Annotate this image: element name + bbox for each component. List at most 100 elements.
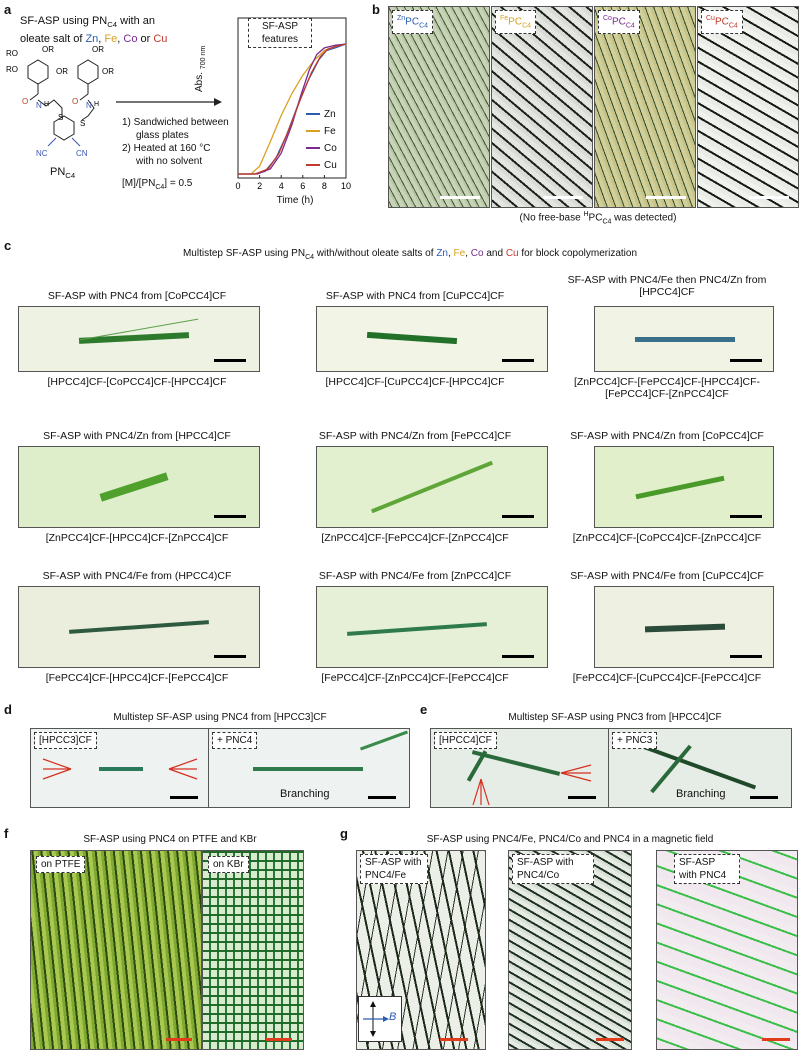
x-tick-label: 4 bbox=[279, 181, 284, 191]
scale-bar bbox=[730, 359, 762, 362]
ratio-text: [M]/[PNC4] = 0.5 bbox=[122, 178, 193, 191]
cell-title: SF-ASP with PNC4/Zn from [HPCC4]CF bbox=[43, 430, 231, 442]
x-tick-label: 2 bbox=[257, 181, 262, 191]
molecule-name: PNC4 bbox=[50, 166, 76, 181]
tag-kbr: on KBr bbox=[208, 856, 249, 873]
field-direction-icon bbox=[363, 1001, 389, 1037]
tag-e2: + PNC3 bbox=[612, 732, 658, 749]
chart-ylabel: Abs. 700 nm bbox=[194, 45, 207, 92]
cell-caption: [ZnPCC4]CF-[FePCC4]CF-[HPCC4]CF-[FePCC4]… bbox=[573, 376, 761, 400]
micrograph-c6 bbox=[594, 446, 774, 528]
oxygen-label: O bbox=[22, 97, 28, 106]
cell-title: SF-ASP with PNC4/Fe from [CuPCC4]CF bbox=[570, 570, 764, 582]
scale-bar bbox=[762, 1038, 790, 1041]
scale-bar bbox=[543, 196, 583, 199]
growth-arrows-icon bbox=[42, 758, 198, 780]
scale-bar bbox=[266, 1038, 292, 1041]
cell-title: SF-ASP with PNC4 from [CoPCC4]CF bbox=[47, 290, 227, 302]
fe-magnetic-micrograph bbox=[356, 850, 486, 1050]
magnetic-field-inset: B bbox=[358, 996, 402, 1042]
nitrile-label: CN bbox=[76, 149, 88, 158]
panel-c-label: c bbox=[4, 238, 12, 253]
panel-a-label: a bbox=[4, 2, 12, 17]
reaction-conditions: 1) Sandwiched between glass plates 2) He… bbox=[122, 117, 229, 167]
cell-caption: [HPCC4]CF-[CoPCC4]CF-[HPCC4]CF bbox=[47, 376, 227, 388]
tag-d2: + PNC4 bbox=[212, 732, 258, 749]
cell-title: SF-ASP with PNC4/Fe then PNC4/Zn from [H… bbox=[567, 274, 767, 298]
cell-caption: [ZnPCC4]CF-[HPCC4]CF-[ZnPCC4]CF bbox=[45, 532, 229, 544]
legend-item-co: Co bbox=[306, 140, 337, 157]
tag-fepc: FePCC4 bbox=[495, 10, 537, 35]
panel-a-title: SF-ASP using PNC4 with an oleate salt of… bbox=[20, 15, 168, 46]
panel-f-label: f bbox=[4, 826, 9, 841]
fepc-micrograph bbox=[491, 6, 593, 208]
ro-label: RO bbox=[6, 65, 18, 74]
scale-bar bbox=[568, 796, 596, 799]
scale-bar bbox=[214, 515, 246, 518]
scale-bar bbox=[502, 515, 534, 518]
tag-g1: SF-ASP with PNC4/Fe bbox=[360, 854, 428, 884]
micrograph-c2 bbox=[316, 306, 548, 372]
panel-d-title: Multistep SF-ASP using PNC4 from [HPCC3]… bbox=[113, 712, 327, 723]
metal-zn: Zn bbox=[85, 33, 99, 46]
hydrogen-label: H bbox=[94, 101, 99, 108]
scale-bar bbox=[730, 515, 762, 518]
nitrogen-label: N bbox=[36, 101, 42, 110]
panel-e-label: e bbox=[420, 702, 428, 717]
cell-title: SF-ASP with PNC4 from [CuPCC4]CF bbox=[325, 290, 505, 302]
legend-item-cu: Cu bbox=[306, 157, 337, 174]
field-label: B bbox=[389, 1011, 397, 1023]
panel-b-caption: (No free-base HPCC4 was detected) bbox=[519, 211, 677, 226]
oxygen-label: O bbox=[72, 97, 78, 106]
legend-item-zn: Zn bbox=[306, 106, 337, 123]
cupc-micrograph bbox=[697, 6, 799, 208]
metal-fe: Fe bbox=[104, 33, 118, 46]
tag-g2: SF-ASP with PNC4/Co bbox=[512, 854, 594, 884]
nitrogen-label: N bbox=[86, 101, 92, 110]
panel-f-title: SF-ASP using PNC4 on PTFE and KBr bbox=[83, 834, 257, 845]
sulfur-label: S bbox=[80, 119, 85, 128]
legend-item-fe: Fe bbox=[306, 123, 337, 140]
scale-bar bbox=[646, 196, 686, 199]
micrograph-c1 bbox=[18, 306, 260, 372]
micrograph-c9 bbox=[594, 586, 774, 668]
panel-g-title: SF-ASP using PNC4/Fe, PNC4/Co and PNC4 i… bbox=[426, 834, 714, 845]
growth-arrows-icon bbox=[472, 764, 592, 806]
features-box: SF-ASP features bbox=[248, 18, 312, 48]
reaction-arrow-icon bbox=[116, 98, 222, 106]
sulfur-label: S bbox=[58, 113, 63, 122]
micrograph-c7 bbox=[18, 586, 260, 668]
or-label: OR bbox=[42, 45, 54, 54]
scale-bar bbox=[749, 196, 789, 199]
copc-micrograph bbox=[594, 6, 696, 208]
scale-bar bbox=[730, 655, 762, 658]
or-label: OR bbox=[92, 45, 104, 54]
or-label: OR bbox=[56, 67, 68, 76]
cell-caption: [FePCC4]CF-[ZnPCC4]CF-[FePCC4]CF bbox=[321, 672, 509, 684]
micrograph-c5 bbox=[316, 446, 548, 528]
branching-label: Branching bbox=[280, 788, 330, 800]
cell-title: SF-ASP with PNC4/Fe from [ZnPCC4]CF bbox=[318, 570, 512, 582]
scale-bar bbox=[166, 1038, 192, 1041]
tag-ptfe: on PTFE bbox=[36, 856, 86, 873]
cell-caption: [FePCC4]CF-[CuPCC4]CF-[FePCC4]CF bbox=[572, 672, 762, 684]
kinetics-chart: 0 2 4 6 8 10 bbox=[235, 17, 351, 191]
x-tick-label: 0 bbox=[235, 181, 240, 191]
metal-cu: Cu bbox=[153, 33, 168, 46]
series-line-cu bbox=[238, 43, 347, 175]
cell-caption: [FePCC4]CF-[HPCC4]CF-[FePCC4]CF bbox=[45, 672, 229, 684]
cell-caption: [HPCC4]CF-[CuPCC4]CF-[HPCC4]CF bbox=[325, 376, 505, 388]
series-line-co bbox=[238, 43, 347, 175]
co-magnetic-micrograph bbox=[508, 850, 632, 1050]
ro-label: RO bbox=[6, 49, 18, 58]
cell-caption: [ZnPCC4]CF-[CoPCC4]CF-[ZnPCC4]CF bbox=[572, 532, 762, 544]
ptfe-micrograph bbox=[30, 850, 202, 1050]
micrograph-c8 bbox=[316, 586, 548, 668]
panel-g-label: g bbox=[340, 826, 348, 841]
x-tick-label: 10 bbox=[341, 181, 351, 191]
micrograph-c3 bbox=[594, 306, 774, 372]
x-tick-label: 8 bbox=[322, 181, 327, 191]
cell-caption: [ZnPCC4]CF-[FePCC4]CF-[ZnPCC4]CF bbox=[321, 532, 509, 544]
scale-bar bbox=[214, 359, 246, 362]
panel-e-title: Multistep SF-ASP using PNC3 from [HPCC4]… bbox=[508, 712, 722, 723]
